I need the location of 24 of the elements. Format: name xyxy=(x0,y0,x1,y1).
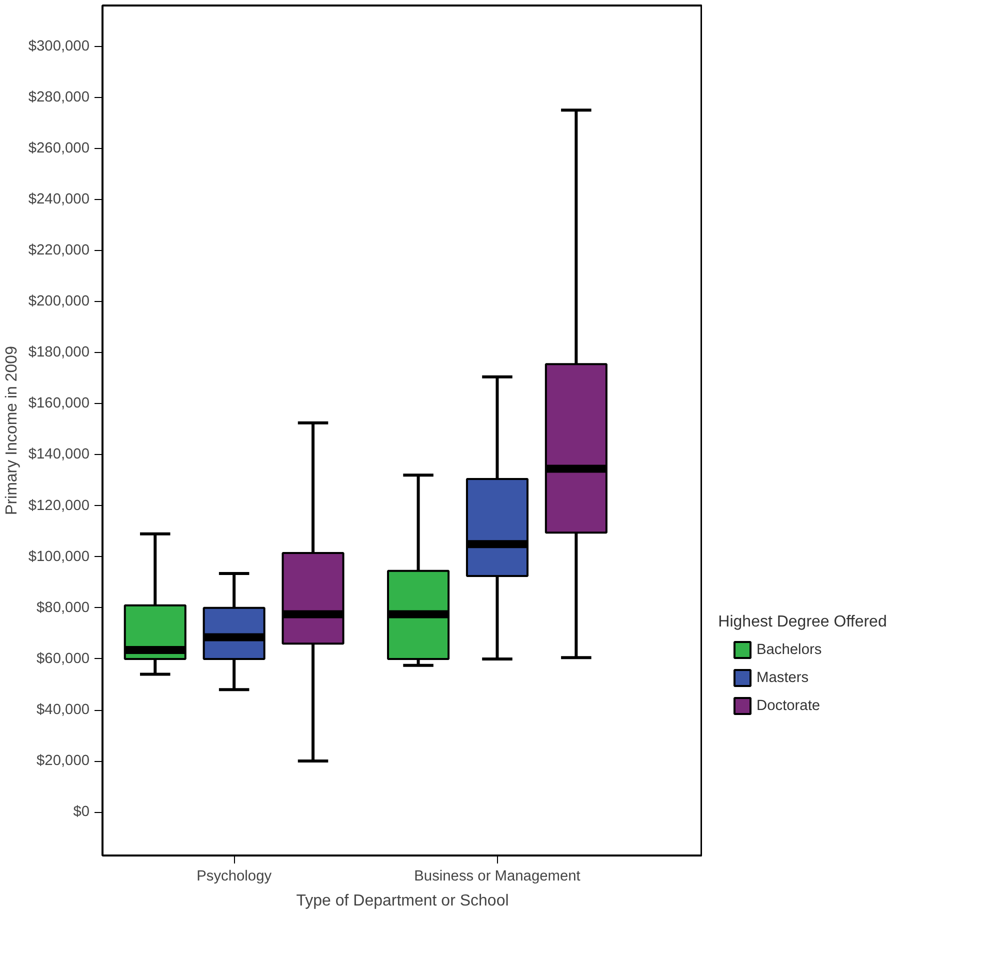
legend-title: Highest Degree Offered xyxy=(718,613,887,630)
y-tick-label: $240,000 xyxy=(28,191,90,208)
y-tick-label: $140,000 xyxy=(28,446,90,463)
y-tick-label: $300,000 xyxy=(28,38,90,54)
y-tick-label: $180,000 xyxy=(28,344,90,361)
x-tick-label: Business or Management xyxy=(414,868,580,884)
x-axis-title: Type of Department or School xyxy=(296,892,509,910)
legend-label: Doctorate xyxy=(756,698,820,714)
y-tick-label: $40,000 xyxy=(36,702,90,718)
x-tick-label: Psychology xyxy=(196,868,272,884)
y-tick-label: $0 xyxy=(73,804,90,820)
y-tick-label: $80,000 xyxy=(36,600,90,616)
y-tick-label: $100,000 xyxy=(28,548,90,565)
legend-label: Bachelors xyxy=(756,642,822,658)
y-tick-label: $220,000 xyxy=(28,242,90,259)
y-tick-label: $280,000 xyxy=(28,89,90,106)
y-tick-label: $120,000 xyxy=(28,498,90,514)
y-tick-label: $200,000 xyxy=(28,294,90,310)
y-tick-label: $260,000 xyxy=(28,140,90,156)
y-axis-title: Primary Income in 2009 xyxy=(3,346,20,515)
y-tick-label: $160,000 xyxy=(28,396,90,412)
y-tick-label: $60,000 xyxy=(36,650,90,667)
y-tick-label: $20,000 xyxy=(36,753,90,770)
legend-label: Masters xyxy=(756,670,809,686)
